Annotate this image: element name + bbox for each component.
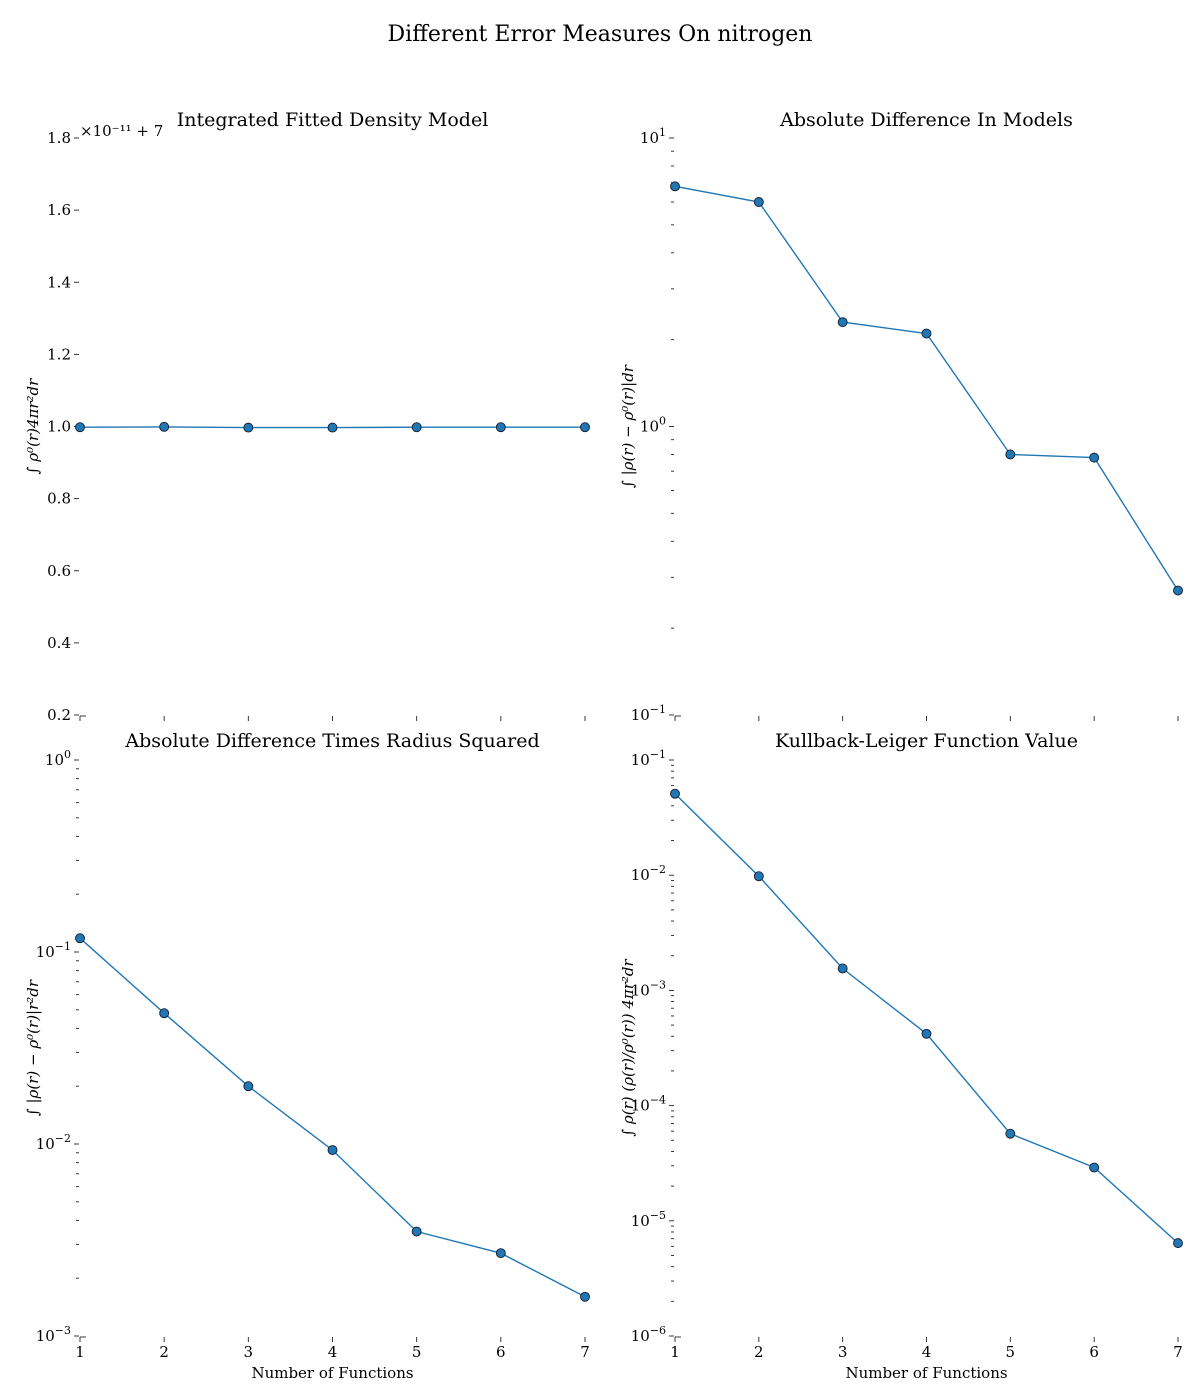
y-axis-label: ∫ ρ⁰(r)4πr²dr (24, 378, 42, 474)
y-axis-label: ∫ |ρ(r) − ρ⁰(r)|r²dr (24, 979, 42, 1116)
y-tick-label: 0.8 (47, 490, 71, 508)
data-point (1089, 452, 1100, 463)
data-point (327, 1145, 338, 1156)
data-point (753, 197, 764, 207)
data-point (159, 1008, 170, 1019)
data-point (1089, 1162, 1100, 1173)
data-point (580, 1291, 590, 1302)
subplot-title: Kullback-Leiger Function Value (775, 730, 1078, 752)
x-tick-label: 4 (922, 1343, 932, 1361)
data-point (75, 422, 85, 433)
data-point (75, 933, 85, 944)
data-point (495, 422, 506, 433)
y-tick-label: 10−2 (631, 863, 666, 884)
data-point (753, 871, 764, 882)
data-point (411, 422, 422, 433)
data-point (670, 788, 680, 799)
data-point (411, 1226, 422, 1237)
subplot-2: Absolute Difference In Models 10−1 100 101 ∫… (619, 109, 1183, 724)
subplot-title: Absolute Difference Times Radius Squared (124, 730, 539, 752)
series-line (674, 185, 1179, 591)
x-tick-label: 3 (838, 1343, 848, 1361)
y-tick-label: 100 (640, 415, 666, 436)
x-tick-label: 4 (328, 1343, 338, 1361)
x-tick-label: 6 (1089, 1343, 1099, 1361)
x-tick-label: 2 (754, 1343, 764, 1361)
data-point (1005, 449, 1016, 460)
y-tick-label: 100 (45, 748, 71, 769)
subplot-3: Absolute Difference Times Radius Squared… (24, 730, 590, 1382)
x-axis-label: Number of Functions (845, 1364, 1007, 1382)
data-point (837, 963, 848, 974)
data-point (327, 422, 338, 433)
y-tick-label: 1.8 (47, 129, 71, 147)
x-tick-label: 5 (412, 1343, 422, 1361)
data-point (670, 181, 680, 192)
y-tick-label: 1.2 (47, 345, 71, 363)
series-line (674, 793, 1179, 1244)
figure-title: Different Error Measures On nitrogen (387, 22, 813, 47)
data-point (1173, 1238, 1183, 1249)
series-line (79, 937, 586, 1298)
x-tick-label: 6 (496, 1343, 506, 1361)
x-tick-label: 5 (1006, 1343, 1016, 1361)
y-tick-label: 10−3 (36, 1324, 71, 1345)
y-tick-label: 10−1 (631, 703, 666, 724)
data-point (159, 421, 170, 432)
y-tick-label: 1.4 (47, 273, 71, 291)
data-point (1173, 585, 1183, 596)
y-tick-label: 10−2 (36, 1132, 71, 1153)
subplot-title: Integrated Fitted Density Model (177, 109, 489, 131)
data-point (921, 328, 932, 339)
subplot-title: Absolute Difference In Models (779, 109, 1073, 131)
y-tick-label: 10−1 (36, 940, 71, 961)
data-point (243, 422, 254, 433)
y-tick-label: 1.0 (47, 418, 71, 436)
data-point (837, 317, 848, 328)
x-tick-label: 7 (580, 1343, 590, 1361)
y-tick-label: 101 (640, 126, 666, 147)
x-tick-label: 1 (670, 1343, 680, 1361)
data-point (1005, 1128, 1016, 1139)
y-tick-label: 0.2 (47, 706, 71, 724)
x-tick-label: 7 (1173, 1343, 1183, 1361)
y-tick-label: 0.4 (47, 634, 71, 652)
x-tick-label: 2 (159, 1343, 169, 1361)
data-point (580, 422, 590, 433)
y-tick-label: 0.6 (47, 562, 71, 580)
y-tick-label: 1.6 (47, 201, 71, 219)
y-axis-label: ∫ |ρ(r) − ρ⁰(r)|dr (619, 364, 637, 488)
subplot-1: Integrated Fitted Density Model 0.2 0.4 0.6… (24, 109, 590, 724)
data-point (243, 1081, 254, 1092)
x-axis-label: Number of Functions (251, 1364, 413, 1382)
y-offset-text: ×10⁻¹¹ + 7 (80, 122, 163, 140)
data-point (495, 1248, 506, 1259)
subplot-4: Kullback-Leiger Function Value 10−6 10−5 10… (619, 730, 1183, 1382)
data-point (921, 1028, 932, 1039)
y-tick-label: 10−3 (631, 978, 666, 999)
y-tick-label: 10−6 (631, 1324, 666, 1345)
x-tick-label: 3 (244, 1343, 254, 1361)
y-axis-label: ∫ ρ(r) (ρ(r)/ρ⁰(r)) 4πr²dr (619, 959, 637, 1137)
y-tick-label: 10−5 (631, 1209, 666, 1230)
x-tick-label: 1 (75, 1343, 85, 1361)
y-tick-label: 10−1 (631, 748, 666, 769)
y-tick-label: 10−4 (631, 1094, 666, 1115)
